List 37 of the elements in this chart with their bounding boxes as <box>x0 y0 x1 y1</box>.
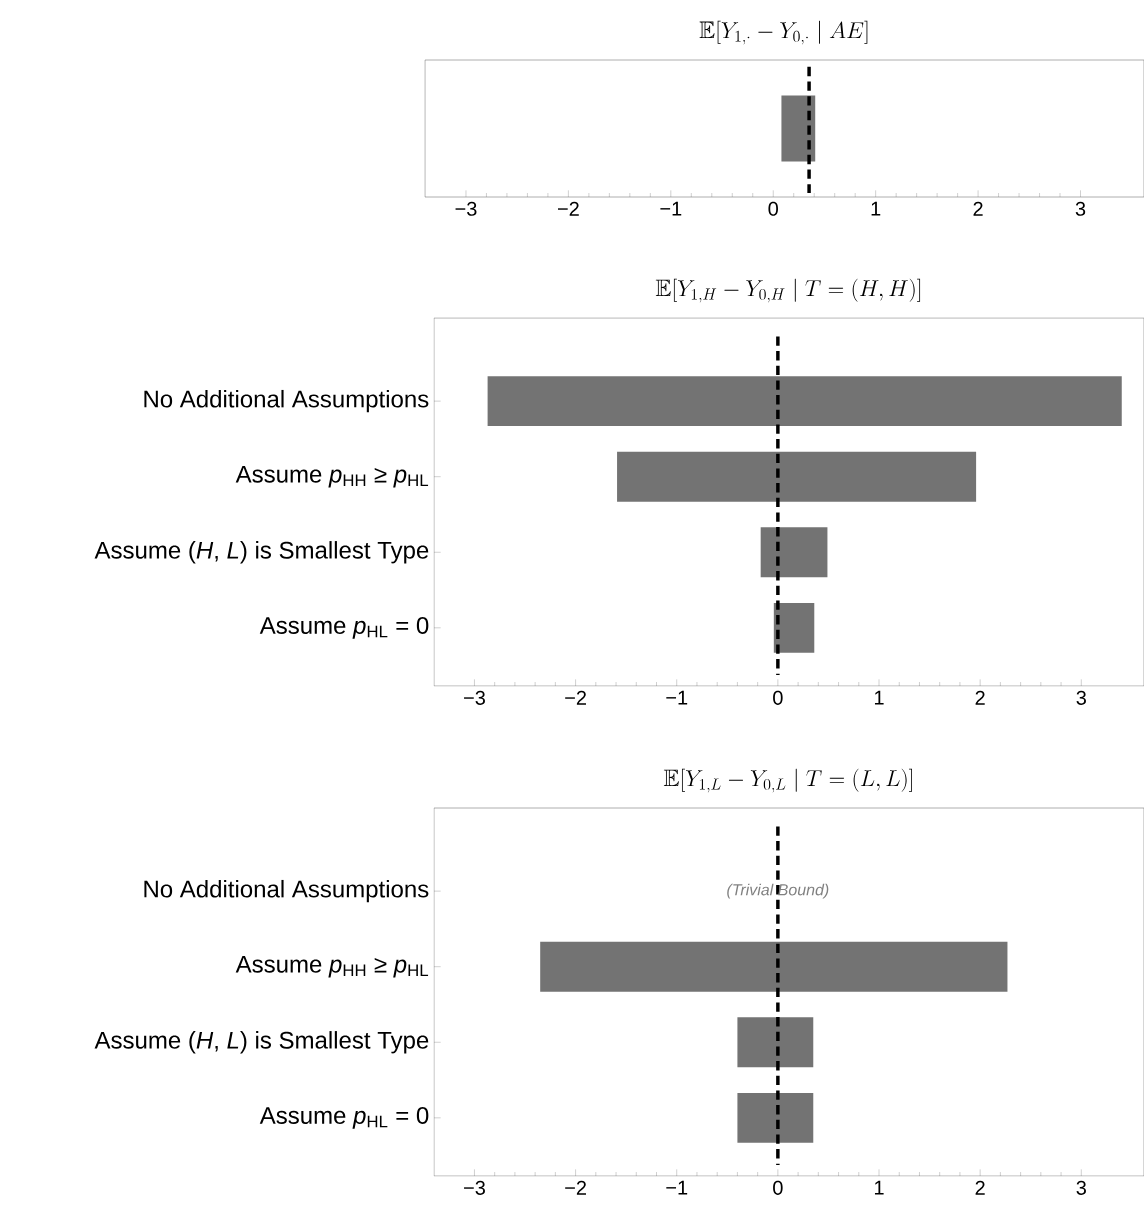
x-tick-label: 0 <box>773 690 783 705</box>
x-tick-label: 1 <box>874 690 884 705</box>
x-tick-label: 3 <box>1076 690 1086 705</box>
bar <box>617 451 977 502</box>
annotation: (Trivial Bound) <box>727 883 829 899</box>
x-tick-label: 0 <box>773 1180 783 1195</box>
y-tick-label: Assume (H, L) is Smallest Type <box>94 1031 429 1054</box>
bar <box>773 602 815 653</box>
chart-title: $\mathbb{E}[Y_{1,L} - Y_{0,L} \mid T = (L,L)]$ <box>663 768 913 793</box>
bar <box>760 527 828 578</box>
x-tick-label: −1 <box>666 1180 688 1195</box>
x-tick-label: 2 <box>973 201 983 216</box>
x-tick-label: −3 <box>464 690 485 705</box>
y-tick-label: Assume p$_{HH}$ ≥ p$_{HL}$ <box>235 465 429 488</box>
y-tick-label: Assume (H, L) is Smallest Type <box>94 541 429 564</box>
y-tick-label: Assume p$_{HH}$ ≥ p$_{HL}$ <box>235 955 429 978</box>
x-tick-label: −1 <box>666 690 688 705</box>
x-tick-label: −3 <box>455 201 477 216</box>
x-tick-label: 1 <box>874 1180 884 1195</box>
x-tick-label: 0 <box>768 201 778 216</box>
x-tick-label: −2 <box>565 1180 586 1195</box>
y-tick-label: Assume p$_{HL}$ = 0 <box>259 616 429 639</box>
x-tick-label: −2 <box>565 690 586 705</box>
chart-title: $\mathbb{E}[Y_{1,H} - Y_{0,H} \mid T = (H,H)]$ <box>655 278 921 303</box>
y-tick-label: No Additional Assumptions <box>144 879 429 903</box>
x-tick-label: −1 <box>660 201 682 216</box>
x-tick-label: 3 <box>1076 1180 1086 1195</box>
bar <box>487 376 1122 427</box>
y-tick-label: Assume p$_{HL}$ = 0 <box>259 1106 429 1129</box>
x-tick-label: 3 <box>1075 201 1086 216</box>
x-tick-label: −2 <box>557 201 579 216</box>
x-tick-label: −3 <box>464 1180 485 1195</box>
x-tick-label: 2 <box>975 1180 985 1195</box>
x-tick-label: 2 <box>975 690 985 705</box>
chart-title: $\mathbb{E}[Y_{1,\cdot} - Y_{0,\cdot} \mid AE]$ <box>699 20 868 45</box>
y-tick-label: No Additional Assumptions <box>144 389 429 413</box>
x-tick-label: 1 <box>871 201 881 216</box>
